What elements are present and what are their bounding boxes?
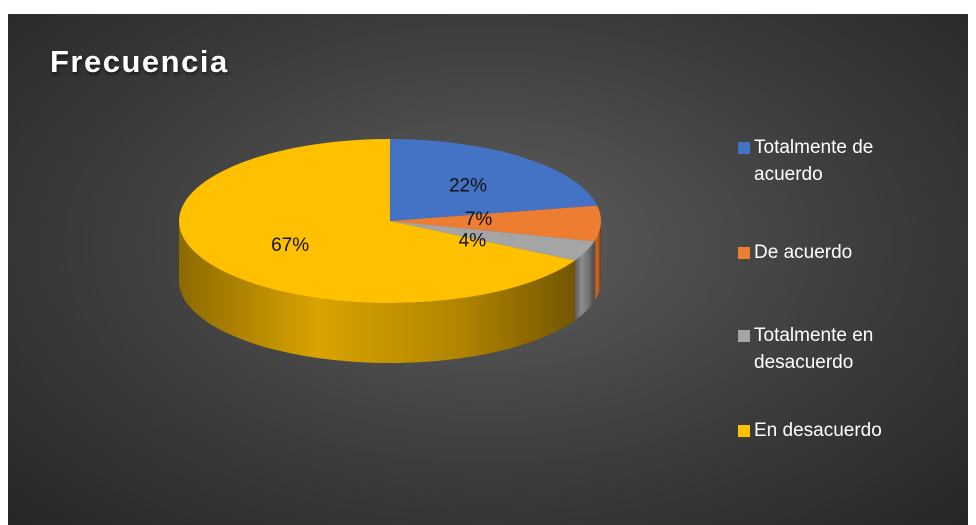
pie-side-totalmente-en-desacuerdo <box>574 241 595 321</box>
legend-label: Totalmente de acuerdo <box>754 137 874 185</box>
data-label-de-acuerdo: 7% <box>465 209 493 230</box>
pie-slice-totalmente-en-desacuerdo <box>390 221 595 261</box>
pie-slice-de-acuerdo <box>390 205 601 242</box>
legend-swatch <box>738 142 750 154</box>
data-label-totalmente-de-acuerdo: 22% <box>449 175 487 196</box>
legend-swatch <box>738 247 750 259</box>
pie-side-de-acuerdo <box>594 221 601 302</box>
data-label-totalmente-en-desacuerdo: 4% <box>459 231 487 252</box>
pie-slice-en-desacuerdo <box>178 139 575 304</box>
data-label-en-desacuerdo: 67% <box>271 235 309 256</box>
legend-label: De acuerdo <box>754 242 853 263</box>
legend-label: Totalmente en desacuerdo <box>754 325 874 373</box>
chart-title: Frecuencia <box>50 44 229 79</box>
pie-slice-totalmente-de-acuerdo <box>390 139 598 221</box>
legend: Totalmente de acuerdo De acuerdo Totalment… <box>738 134 938 474</box>
legend-swatch <box>738 330 750 342</box>
pie-side-en-desacuerdo <box>179 221 575 363</box>
pie-chart: 22% 7%4% 67% <box>178 139 601 363</box>
legend-swatch <box>738 425 750 437</box>
legend-label: En desacuerdo <box>754 420 882 441</box>
chart-area: Frecuencia 22% 7% 4% 67% Totalmente de acue… <box>8 14 968 525</box>
